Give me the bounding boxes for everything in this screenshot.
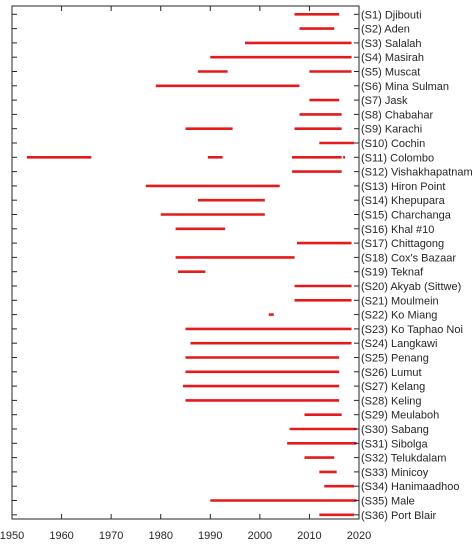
x-tick-label: 2020 — [347, 530, 371, 542]
station-label: (S35) Male — [361, 496, 415, 508]
station-label: (S16) Khal #10 — [361, 224, 434, 236]
station-label: (S1) Djibouti — [361, 9, 422, 21]
station-label: (S31) Sibolga — [361, 438, 429, 450]
station-label: (S28) Keling — [361, 395, 422, 407]
station-label: (S5) Muscat — [361, 67, 420, 79]
x-tick-label: 1970 — [99, 530, 123, 542]
station-labels: (S1) Djibouti (S2) Aden (S3) Salalah (S4) M… — [361, 9, 473, 522]
station-label: (S12) Vishakhapatnam — [361, 167, 473, 179]
x-tick-label: 2000 — [248, 530, 272, 542]
station-label: (S24) Langkawi — [361, 338, 437, 350]
station-label: (S32) Telukdalam — [361, 453, 446, 465]
x-tick-label: 1990 — [198, 530, 222, 542]
x-tick-label: 2010 — [297, 530, 321, 542]
station-label: (S7) Jask — [361, 95, 408, 107]
station-label: (S29) Meulaboh — [361, 410, 439, 422]
station-label: (S17) Chittagong — [361, 238, 444, 250]
station-label: (S22) Ko Miang — [361, 310, 437, 322]
station-label: (S36) Port Blair — [361, 510, 437, 522]
station-label: (S8) Chabahar — [361, 109, 433, 121]
station-label: (S26) Lumut — [361, 367, 422, 379]
x-tick-label: 1950 — [0, 530, 24, 542]
station-label: (S11) Colombo — [361, 152, 434, 164]
x-tick-label: 1960 — [49, 530, 73, 542]
station-label: (S34) Hanimaadhoo — [361, 481, 459, 493]
station-label: (S4) Masirah — [361, 52, 424, 64]
x-axis: 1950 1960 1970 1980 1990 2000 2010 2020 — [0, 6, 371, 542]
station-label: (S19) Teknaf — [361, 267, 424, 279]
station-label: (S15) Charchanga — [361, 210, 452, 222]
axes-frame — [11, 5, 360, 520]
station-label: (S27) Kelang — [361, 381, 425, 393]
station-label: (S9) Karachi — [361, 124, 422, 136]
station-label: (S2) Aden — [361, 24, 410, 36]
station-label: (S6) Mina Sulman — [361, 81, 449, 93]
station-label: (S3) Salalah — [361, 38, 422, 50]
station-label: (S23) Ko Taphao Noi — [361, 324, 463, 336]
station-label: (S33) Minicoy — [361, 467, 429, 479]
station-label: (S25) Penang — [361, 353, 429, 365]
station-label: (S13) Hiron Point — [361, 181, 445, 193]
station-label: (S20) Akyab (Sittwe) — [361, 281, 461, 293]
station-label: (S18) Cox's Bazaar — [361, 252, 456, 264]
x-tick-label: 1980 — [148, 530, 172, 542]
station-label: (S21) Moulmein — [361, 295, 439, 307]
station-label: (S10) Cochin — [361, 138, 425, 150]
station-label: (S30) Sabang — [361, 424, 429, 436]
bars-layer — [26, 13, 357, 517]
station-label: (S14) Khepupara — [361, 195, 446, 207]
